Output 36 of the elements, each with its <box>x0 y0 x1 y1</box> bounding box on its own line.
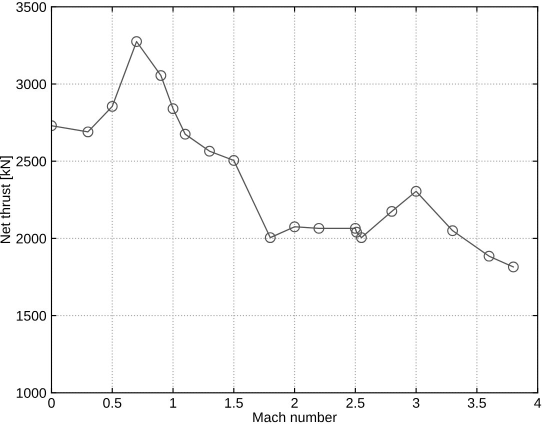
x-tick-label: 1 <box>170 398 176 408</box>
x-tick-label: 0 <box>48 398 55 408</box>
point <box>447 225 458 236</box>
y-tick-label: 1000 <box>16 388 46 398</box>
x-tick-label: 2.5 <box>346 398 364 408</box>
x-tick-label: 4 <box>534 398 542 408</box>
point <box>386 206 398 217</box>
point <box>484 250 494 262</box>
point <box>289 221 300 232</box>
y-tick-label: 2000 <box>16 234 46 244</box>
point <box>350 222 361 234</box>
y-tick-label: 3000 <box>16 79 46 90</box>
point <box>106 100 118 112</box>
point <box>356 232 367 244</box>
y-axis-title: Net thrust [kN] <box>0 156 13 244</box>
point <box>155 70 166 81</box>
point <box>168 103 178 114</box>
point <box>204 146 215 157</box>
point <box>410 186 422 197</box>
point <box>82 126 94 138</box>
x-tick-label: 3.5 <box>468 398 486 408</box>
point <box>264 232 276 244</box>
point <box>131 36 142 47</box>
x-tick-label: 0.5 <box>103 398 122 408</box>
y-tick-label: 1500 <box>16 310 46 321</box>
x-tick-label: 2 <box>291 398 298 408</box>
x-tick-label: 3 <box>412 398 420 408</box>
x-tick-label: 1.5 <box>225 398 243 408</box>
point <box>313 222 324 234</box>
y-tick-label: 3500 <box>16 2 46 12</box>
y-tick-label: 2500 <box>16 156 46 166</box>
point <box>508 262 519 272</box>
point <box>228 155 240 166</box>
x-axis-title: Mach number <box>253 412 337 422</box>
point <box>351 226 362 238</box>
point <box>180 128 191 140</box>
